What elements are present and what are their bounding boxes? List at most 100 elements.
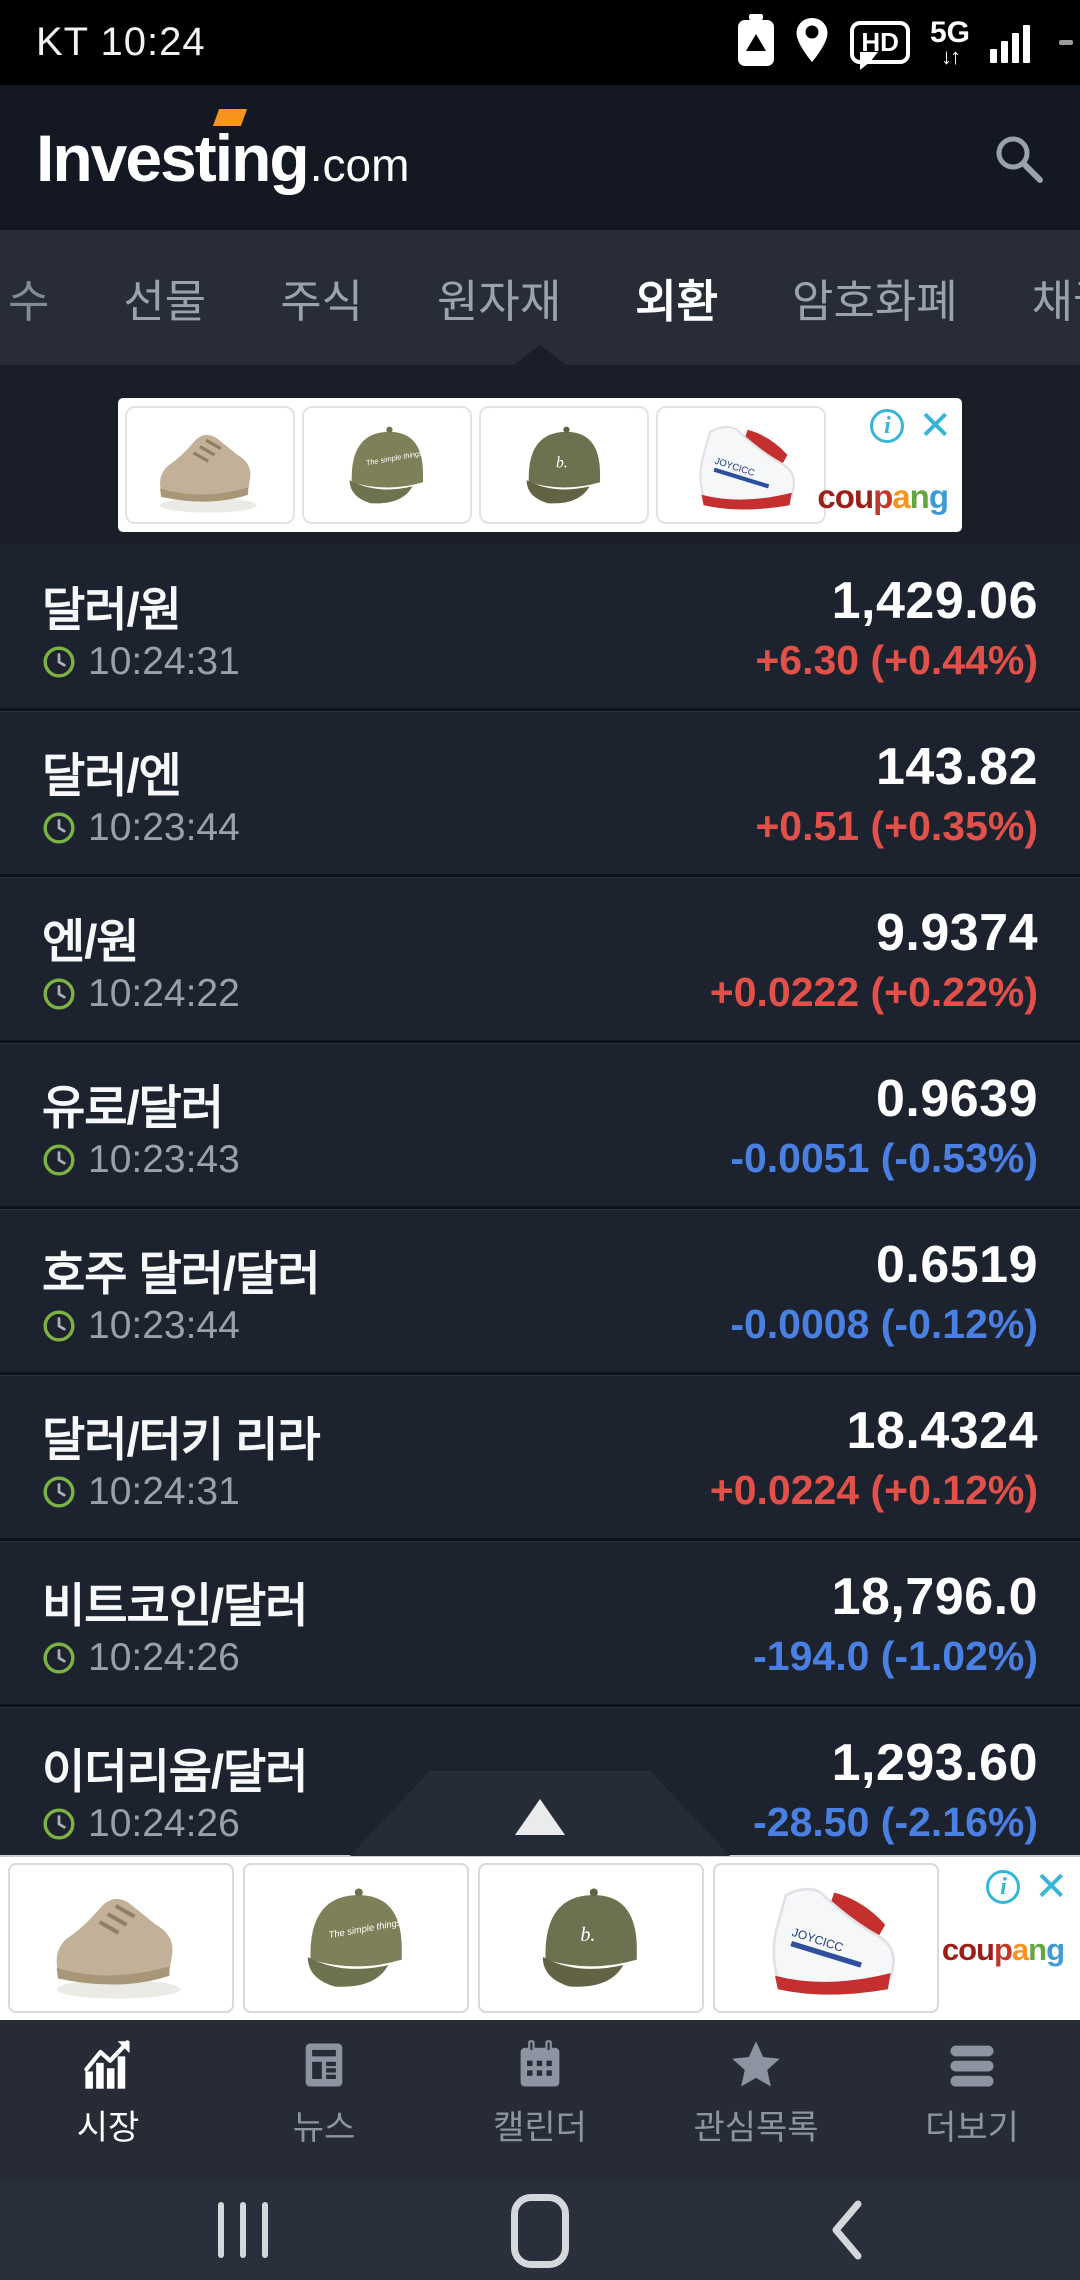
pair-name: 호주 달러/달러	[42, 1247, 321, 1300]
tab-bar-notch	[514, 345, 566, 365]
ad-product-olive-cap-text[interactable]: The simple things	[243, 1863, 469, 2013]
quote-row-aud-usd[interactable]: 호주 달러/달러 10:23:44 0.6519 -0.0008 (-0.12%…	[0, 1206, 1080, 1372]
ad-product-images: The simple things b. JOYCICC	[125, 406, 826, 524]
clock-icon	[43, 1144, 75, 1176]
ad-product-images: The simple things b. JOYCICC	[8, 1863, 939, 2013]
quote-time: 10:23:44	[88, 806, 240, 849]
quote-row-eur-usd[interactable]: 유로/달러 10:23:43 0.9639 -0.0051 (-0.53%)	[0, 1040, 1080, 1206]
carrier-time-label: KT 10:24	[36, 20, 206, 64]
coupang-ad-banner[interactable]: The simple things b. JOYCICC i ✕ coupang	[118, 398, 962, 532]
tab-bonds[interactable]: 채권	[1031, 276, 1080, 327]
quote-time: 10:24:26	[88, 1802, 240, 1845]
calendar-icon	[511, 2036, 569, 2094]
tab-crypto[interactable]: 암호화폐	[792, 276, 958, 327]
battery-saver-icon	[738, 13, 775, 66]
quote-change: +0.0222 (+0.22%)	[709, 969, 1038, 1015]
quote-price: 18,796.0	[831, 1568, 1038, 1626]
status-bar: KT 10:24 HD 5G ↓↑	[0, 0, 1080, 85]
star-icon	[727, 2036, 785, 2094]
pair-name: 달러/터키 리라	[42, 1413, 321, 1466]
quote-row-btc-usd[interactable]: 비트코인/달러 10:24:26 18,796.0 -194.0 (-1.02%…	[0, 1538, 1080, 1704]
svg-text:b.: b.	[556, 454, 568, 471]
quote-row-usd-jpy[interactable]: 달러/엔 10:23:44 143.82 +0.51 (+0.35%)	[0, 708, 1080, 874]
tab-forex[interactable]: 외환	[635, 276, 719, 327]
quote-time: 10:24:31	[88, 1470, 240, 1513]
clock-icon	[43, 646, 75, 678]
ad-info-icon[interactable]: i	[986, 1870, 1021, 1904]
ad-info-icon[interactable]: i	[870, 409, 905, 443]
ad-product-white-red-sneaker[interactable]: JOYCICC	[656, 406, 826, 524]
quote-time: 10:23:43	[88, 1138, 240, 1181]
ad-close-icon[interactable]: ✕	[1034, 1865, 1068, 1909]
markets-chart-icon	[79, 2036, 137, 2094]
signal-strength-icon	[990, 23, 1030, 63]
quote-change: +0.0224 (+0.12%)	[709, 1467, 1038, 1513]
clock-icon	[43, 812, 75, 844]
pair-name: 비트코인/달러	[42, 1579, 308, 1632]
pair-name: 달러/원	[42, 583, 182, 636]
ad-product-olive-cap-b[interactable]: b.	[478, 1863, 704, 2013]
tab-stocks[interactable]: 주식	[280, 276, 364, 327]
quote-row-jpy-krw[interactable]: 엔/원 10:24:22 9.9374 +0.0222 (+0.22%)	[0, 874, 1080, 1040]
pair-name: 이더리움/달러	[42, 1745, 308, 1798]
quote-time: 10:24:22	[88, 972, 240, 1015]
svg-text:b.: b.	[580, 1924, 595, 1946]
quote-time: 10:24:26	[88, 1636, 240, 1679]
ad-product-beige-sneaker[interactable]	[125, 406, 295, 524]
bottom-ad-strip[interactable]: The simple things b. JOYCICC i ✕ coupang	[0, 1855, 1080, 2020]
quote-price: 9.9374	[875, 904, 1038, 962]
status-icons: HD 5G ↓↑	[738, 0, 1073, 85]
clock-icon	[43, 1310, 75, 1342]
tab-futures[interactable]: 선물	[123, 276, 207, 327]
bottom-nav-bar: 시장 뉴스 캘린더 관심목록 더보기	[0, 2020, 1080, 2180]
location-icon	[794, 16, 830, 69]
nav-item-calendar[interactable]: 캘린더	[432, 2020, 648, 2180]
nav-item-watchlist[interactable]: 관심목록	[648, 2020, 864, 2180]
ad-product-olive-cap-text[interactable]: The simple things	[302, 406, 472, 524]
quote-time: 10:24:31	[88, 640, 240, 683]
quote-change: +0.51 (+0.35%)	[755, 803, 1038, 849]
clock-icon	[43, 1642, 75, 1674]
quote-time: 10:23:44	[88, 1304, 240, 1347]
quote-price: 0.6519	[875, 1236, 1038, 1294]
quote-row-usd-try[interactable]: 달러/터키 리라 10:24:31 18.4324 +0.0224 (+0.12…	[0, 1372, 1080, 1538]
pair-name: 달러/엔	[42, 749, 182, 802]
home-icon[interactable]	[511, 2194, 569, 2268]
quote-price: 1,293.60	[831, 1734, 1038, 1792]
quote-change: -0.0051 (-0.53%)	[730, 1135, 1038, 1181]
clock-icon	[43, 978, 75, 1010]
quote-price: 143.82	[875, 738, 1038, 796]
pair-name: 엔/원	[42, 915, 140, 968]
recents-icon[interactable]	[218, 2202, 268, 2258]
quote-change: -0.0008 (-0.12%)	[730, 1301, 1038, 1347]
coupang-logo[interactable]: coupang	[817, 478, 949, 515]
ad-product-white-red-sneaker[interactable]: JOYCICC	[713, 1863, 939, 2013]
back-icon[interactable]	[828, 2198, 864, 2262]
coupang-logo[interactable]: coupang	[941, 1932, 1065, 1967]
network-5g-icon: 5G ↓↑	[929, 15, 970, 69]
app-header: Investing .com	[0, 85, 1080, 230]
quote-price: 18.4324	[846, 1402, 1038, 1460]
ad-product-olive-cap-b[interactable]: b.	[479, 406, 649, 524]
more-icon	[943, 2036, 1001, 2094]
search-icon[interactable]	[990, 130, 1046, 186]
nav-item-more[interactable]: 더보기	[864, 2020, 1080, 2180]
market-tab-bar: 수 선물 주식 원자재 외환 암호화폐 채권 펀드	[0, 230, 1080, 365]
quote-price: 1,429.06	[831, 572, 1038, 630]
ad-product-beige-sneaker[interactable]	[8, 1863, 234, 2013]
quote-change: +6.30 (+0.44%)	[755, 637, 1038, 683]
hd-call-icon: HD	[850, 21, 910, 70]
clock-icon	[43, 1808, 75, 1840]
nav-item-news[interactable]: 뉴스	[216, 2020, 432, 2180]
top-ad-strip: The simple things b. JOYCICC i ✕ coupang	[0, 365, 1080, 545]
quote-change: -28.50 (-2.16%)	[753, 1799, 1038, 1845]
nav-item-markets[interactable]: 시장	[0, 2020, 216, 2180]
tab-commodities[interactable]: 원자재	[437, 276, 562, 327]
ad-close-icon[interactable]: ✕	[918, 404, 952, 448]
quote-row-usd-krw[interactable]: 달러/원 10:24:31 1,429.06 +6.30 (+0.44%)	[0, 545, 1080, 708]
investing-logo: Investing .com	[36, 120, 410, 195]
quote-price: 0.9639	[875, 1070, 1038, 1128]
pair-name: 유로/달러	[42, 1081, 224, 1134]
tab-left-fragment: 수	[8, 276, 50, 327]
